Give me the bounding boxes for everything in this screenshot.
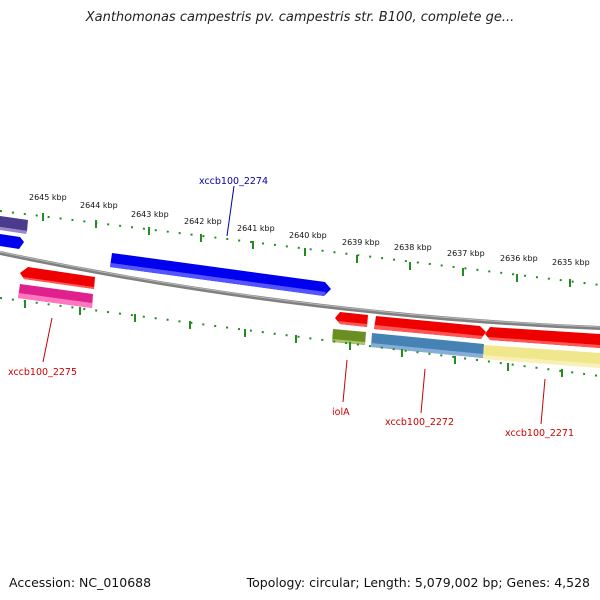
gene-feature-xccb100-2272[interactable]	[371, 333, 484, 358]
genome-summary-text: Topology: circular; Length: 5,079,002 bp…	[246, 575, 590, 590]
accession-text: Accession: NC_010688	[9, 575, 152, 590]
map-title: Xanthomonas campestris pv. campestris st…	[85, 10, 515, 25]
gene-feature-red-forward[interactable]	[374, 316, 486, 339]
gene-feature-xccb100-2274[interactable]	[110, 253, 331, 296]
gene-feature-xccb100-2271[interactable]	[483, 345, 600, 368]
tick-label: 2644 kbp	[80, 201, 118, 210]
gene-feature-iola-red[interactable]	[335, 312, 368, 327]
gene-feature-xccb100-2275-red[interactable]	[20, 267, 95, 289]
tick-label: 2637 kbp	[447, 249, 485, 258]
gene-label-xccb100-2275[interactable]: xccb100_2275	[8, 367, 77, 378]
gene-feature-iola[interactable]	[332, 329, 366, 345]
leader-line	[42, 317, 53, 363]
gene-feature-purple[interactable]	[0, 216, 28, 234]
tick-label: 2639 kbp	[342, 238, 380, 247]
outer-ruler	[0, 210, 600, 286]
gene-label-xccb100-2274[interactable]: xccb100_2274	[199, 176, 268, 187]
gene-feature-xccb100-2275[interactable]	[18, 284, 93, 308]
tick-label: 2642 kbp	[184, 217, 222, 226]
gene-label-xccb100-2272[interactable]: xccb100_2272	[385, 417, 454, 428]
tick-label: 2645 kbp	[29, 193, 67, 202]
leader-line	[540, 378, 546, 425]
gene-feature-red-forward-2[interactable]	[485, 327, 600, 348]
leader-line	[226, 185, 235, 237]
tick-label: 2641 kbp	[237, 224, 275, 233]
gene-label-iola[interactable]: iolA	[332, 407, 350, 418]
genome-backbone	[0, 251, 600, 330]
inner-ruler	[0, 297, 600, 377]
outer-ruler-major-ticks	[42, 213, 571, 287]
tick-label: 2640 kbp	[289, 231, 327, 240]
tick-label: 2643 kbp	[131, 210, 169, 219]
tick-label: 2638 kbp	[394, 243, 432, 252]
leader-line	[420, 368, 426, 414]
gene-label-xccb100-2271[interactable]: xccb100_2271	[505, 428, 574, 439]
tick-label: 2635 kbp	[552, 258, 590, 267]
tick-label: 2636 kbp	[500, 254, 538, 263]
inner-ruler-major-ticks	[24, 300, 563, 377]
gene-feature-blue-small[interactable]	[0, 234, 24, 249]
leader-line	[342, 359, 348, 403]
